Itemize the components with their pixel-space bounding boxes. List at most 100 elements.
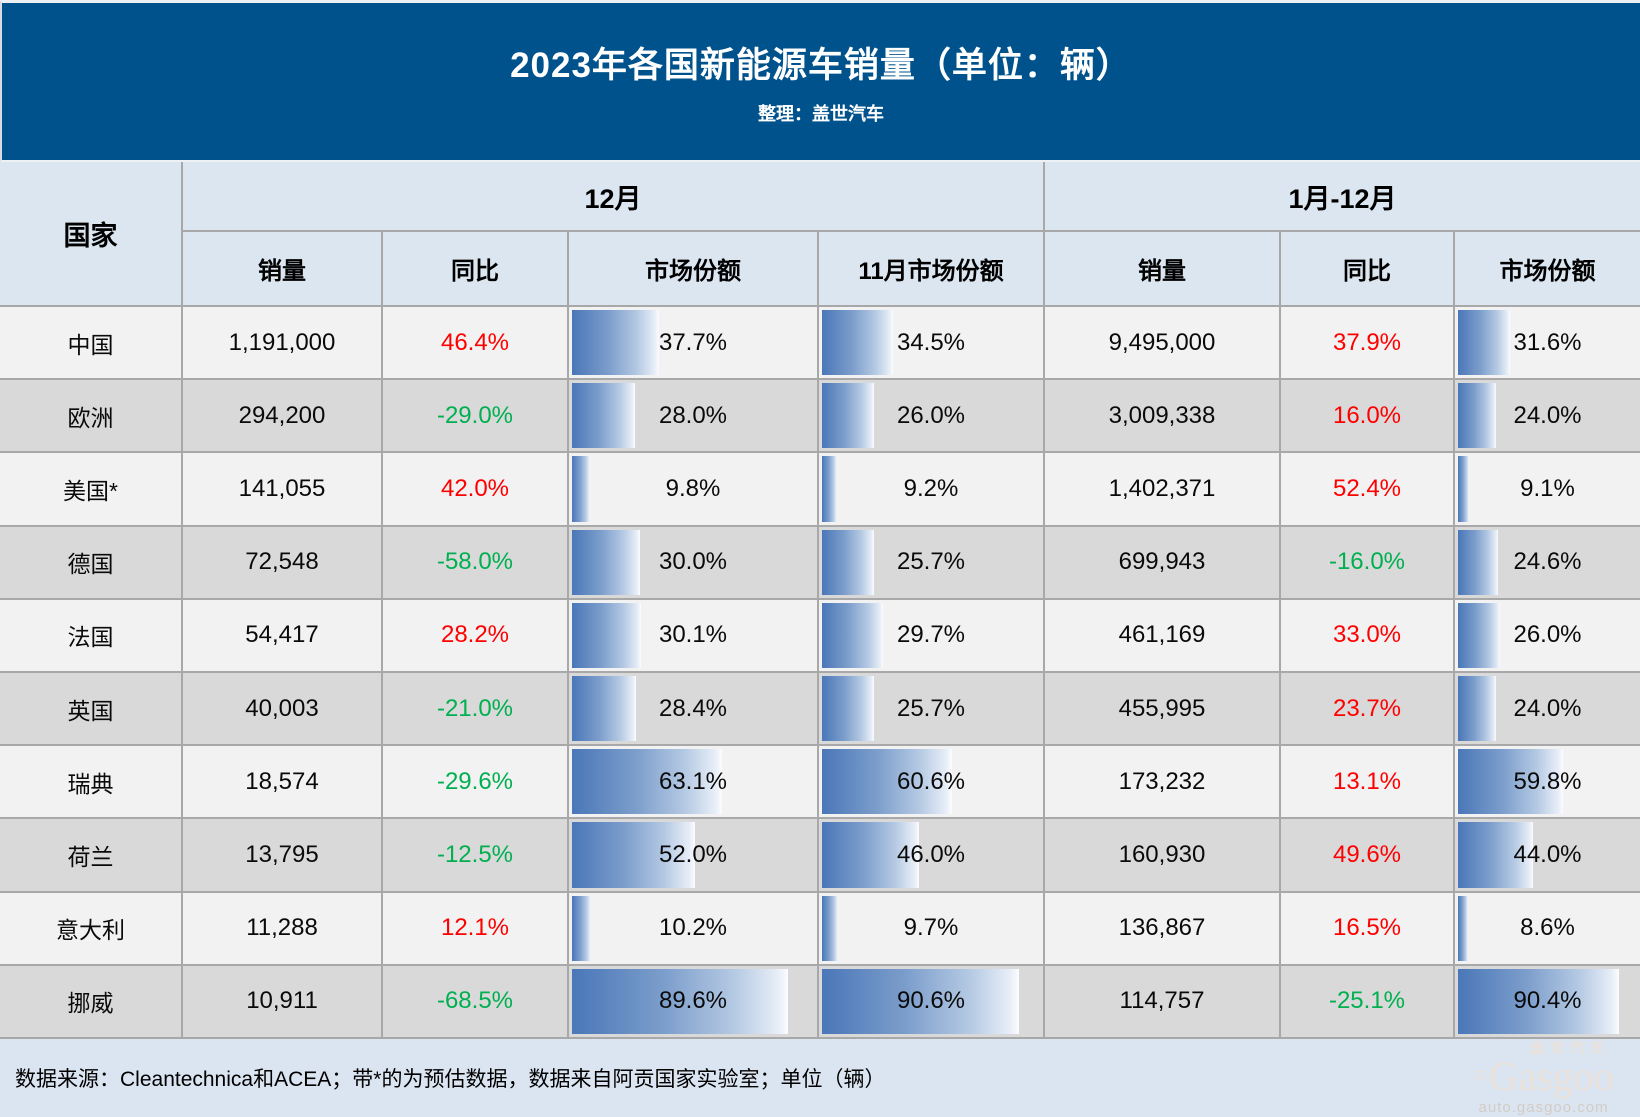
dec-yoy-value: -68.5% (383, 965, 567, 1037)
ytd-share-cell: 59.8% (1455, 746, 1640, 818)
footer-bar: 数据来源：Cleantechnica和ACEA；带*的为预估数据，数据来自阿贡国… (0, 1038, 1640, 1117)
header-ytd-sales: 销量 (1045, 232, 1279, 305)
share-data-bar (1458, 310, 1511, 376)
share-data-bar (1458, 602, 1501, 668)
country-cell: 德国 (0, 526, 181, 598)
ytd-sales-value: 1,402,371 (1045, 453, 1279, 525)
dec-share-cell: 28.4% (569, 672, 817, 745)
share-value: 10.2% (658, 914, 728, 942)
dec-yoy-value: 46.4% (383, 307, 567, 379)
dec-share-cell: 9.8% (569, 453, 817, 525)
share-data-bar (1458, 529, 1498, 595)
country-cell: 英国 (0, 672, 181, 745)
share-data-bar (822, 529, 874, 595)
dec-sales-value: 54,417 (183, 599, 381, 671)
ytd-share-cell: 31.6% (1455, 307, 1640, 379)
header-nov-market-share: 11月市场份额 (819, 232, 1043, 305)
dec-share-cell: 30.1% (569, 599, 817, 671)
share-data-bar (1458, 822, 1534, 888)
share-value: 28.0% (658, 401, 728, 429)
dec-sales-value: 11,288 (183, 892, 381, 964)
ytd-yoy-value: -25.1% (1281, 965, 1453, 1037)
share-value: 59.8% (1513, 767, 1582, 795)
dec-yoy-value: 12.1% (383, 892, 567, 964)
ytd-share-cell: 24.0% (1455, 672, 1640, 745)
country-cell: 意大利 (0, 892, 181, 964)
ytd-yoy-value: 13.1% (1281, 746, 1453, 818)
share-value: 37.7% (658, 328, 728, 356)
ytd-yoy-value: 16.0% (1281, 380, 1453, 452)
page-title: 2023年各国新能源车销量（单位：辆） (510, 46, 1132, 85)
share-data-bar (822, 383, 875, 449)
ytd-yoy-value: 33.0% (1281, 599, 1453, 671)
country-cell: 欧洲 (0, 380, 181, 452)
header-dec-market-share: 市场份额 (569, 232, 817, 305)
gasgoo-logo-text: Gasgoo (1488, 1052, 1614, 1099)
share-data-bar (1458, 456, 1469, 522)
dec-share-cell: 10.2% (569, 892, 817, 964)
header-dec-sales: 销量 (183, 232, 381, 305)
nov-share-cell: 9.2% (819, 453, 1043, 525)
dec-yoy-value: -29.6% (383, 746, 567, 818)
country-cell: 美国* (0, 453, 181, 525)
share-data-bar (822, 822, 920, 888)
share-value: 60.6% (896, 767, 966, 795)
share-data-bar (1458, 383, 1497, 449)
share-data-bar (822, 895, 838, 961)
header-ytd-market-share: 市场份额 (1455, 232, 1640, 305)
share-value: 9.1% (1520, 474, 1575, 502)
share-data-bar (572, 310, 660, 376)
ytd-share-cell: 8.6% (1455, 892, 1640, 964)
share-value: 9.7% (903, 914, 959, 942)
header-group-jan-dec: 1月-12月 (1045, 162, 1640, 230)
dec-yoy-value: -12.5% (383, 819, 567, 891)
share-data-bar (822, 456, 837, 522)
share-data-bar (1458, 968, 1620, 1034)
share-value: 29.7% (896, 621, 966, 649)
nov-share-cell: 9.7% (819, 892, 1043, 964)
dec-sales-value: 72,548 (183, 526, 381, 598)
header-group-december: 12月 (183, 162, 1043, 230)
dec-sales-value: 10,911 (183, 965, 381, 1037)
share-value: 90.4% (1513, 987, 1582, 1015)
share-value: 30.0% (658, 548, 728, 576)
gasgoo-logo: ≡Gasgoo (1473, 1052, 1614, 1099)
ytd-share-cell: 90.4% (1455, 965, 1640, 1037)
nov-share-cell: 46.0% (819, 819, 1043, 891)
share-value: 24.6% (1513, 548, 1582, 576)
dec-yoy-value: 28.2% (383, 599, 567, 671)
share-value: 9.2% (903, 474, 959, 502)
share-data-bar (572, 383, 636, 449)
share-data-bar (572, 456, 591, 522)
ytd-yoy-value: -16.0% (1281, 526, 1453, 598)
data-source-note: 数据来源：Cleantechnica和ACEA；带*的为预估数据，数据来自阿贡国… (15, 1067, 886, 1091)
dec-yoy-value: -29.0% (383, 380, 567, 452)
dec-share-cell: 28.0% (569, 380, 817, 452)
share-value: 30.1% (658, 621, 728, 649)
share-value: 26.0% (1513, 621, 1582, 649)
ytd-yoy-value: 52.4% (1281, 453, 1453, 525)
share-data-bar (572, 602, 641, 668)
dec-share-cell: 63.1% (569, 746, 817, 818)
dec-sales-value: 294,200 (183, 380, 381, 452)
share-data-bar (572, 822, 695, 888)
title-bar: 2023年各国新能源车销量（单位：辆） 整理：盖世汽车 (0, 0, 1640, 162)
share-value: 63.1% (658, 767, 728, 795)
watermark-chinese-label: 盖世汽车 (1530, 1039, 1610, 1056)
share-value: 25.7% (896, 548, 966, 576)
ytd-share-cell: 44.0% (1455, 819, 1640, 891)
nov-share-cell: 34.5% (819, 307, 1043, 379)
share-data-bar (1458, 895, 1468, 961)
country-cell: 荷兰 (0, 819, 181, 891)
share-value: 44.0% (1513, 840, 1582, 868)
country-cell: 中国 (0, 307, 181, 379)
dec-share-cell: 52.0% (569, 819, 817, 891)
gasgoo-logo-lines-icon: ≡ (1473, 1062, 1487, 1089)
nov-share-cell: 29.7% (819, 599, 1043, 671)
dec-sales-value: 40,003 (183, 672, 381, 745)
ytd-yoy-value: 23.7% (1281, 672, 1453, 745)
ytd-sales-value: 160,930 (1045, 819, 1279, 891)
watermark-url: auto.gasgoo.com (1478, 1098, 1609, 1116)
header-ytd-yoy: 同比 (1281, 232, 1453, 305)
share-value: 90.6% (896, 987, 966, 1015)
